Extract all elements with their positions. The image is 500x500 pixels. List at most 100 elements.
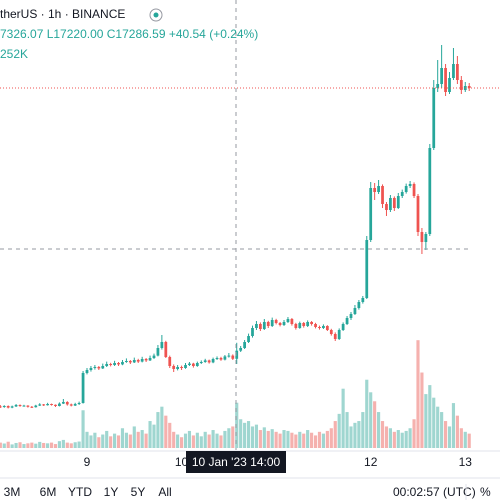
x-tick-label: 9 [84,455,91,469]
volume-bar [436,406,440,448]
candle-body [290,319,294,324]
volume-bar [81,410,85,448]
visibility-icon-dot [153,12,159,18]
candle-body [444,68,447,92]
volume-bar [262,427,266,448]
volume-bar [10,444,14,448]
volume-bar [156,412,160,448]
volume-bar [164,415,168,448]
volume-bar [14,442,18,448]
candle-body [188,363,191,365]
candle-body [121,362,124,365]
candle-body [432,88,436,148]
volume-bar [215,433,219,448]
candle-body [26,405,30,407]
volume-bar [440,412,444,448]
volume-bar [22,444,26,448]
candle-body [310,322,313,324]
candle-body [294,324,298,328]
volume-bar [97,437,101,448]
volume-bar [199,436,203,448]
candle-body [314,324,317,327]
range-button[interactable]: 6M [40,485,57,499]
volume-bar [116,435,121,448]
candle-body [262,322,266,329]
volume-bar [357,421,361,448]
candle-body [373,188,377,192]
candle-body [65,402,69,405]
volume-bar [38,441,42,448]
volume-bar [239,419,243,448]
volume-bar [195,432,199,448]
volume-bar [274,431,278,448]
volume-bar [270,429,274,448]
volume-bar [128,434,132,448]
candle-body [54,404,57,406]
volume-bar [105,430,109,448]
volume-bar [179,437,184,448]
range-button[interactable]: 1Y [104,485,119,499]
volume-bar [341,388,345,448]
candle-body [266,322,270,326]
candle-body [235,350,239,359]
x-tick-label: 13 [459,455,473,469]
candle-body [369,188,373,240]
volume-bar [432,397,436,448]
candle-body [77,403,81,404]
candle-body [408,184,412,186]
volume-bar [57,441,61,448]
visibility-icon[interactable] [149,8,163,22]
candle-body [274,320,278,323]
volume-bar [69,443,73,448]
candle-body [93,367,97,368]
candle-body [176,367,180,369]
range-button[interactable]: YTD [68,485,92,499]
candle-body [152,355,156,358]
crosshair-time: 10 Jan '23 14:00 [192,455,281,469]
clock: 00:02:57 (UTC) [393,485,476,499]
candle-body [404,186,408,192]
candle-body [270,320,274,326]
candle-body [452,64,455,78]
candle-body [436,84,440,88]
volume-bar [250,426,255,448]
range-button[interactable]: 3M [4,485,21,499]
candle-body [329,330,333,334]
range-button[interactable]: 5Y [131,485,146,499]
candle-body [128,361,132,363]
candle-body [389,198,392,210]
volume-bar [140,430,144,448]
x-tick-label: 10 [175,455,189,469]
symbol-title: therUS · 1h · BINANCE [0,7,125,21]
candle-body [34,405,38,408]
candle-body [298,323,302,328]
range-button[interactable]: All [158,485,171,499]
candle-body [412,184,416,196]
volume-bar [337,413,341,448]
candle-body [416,196,420,232]
volume-bar [46,443,50,448]
candle-body [467,86,471,88]
candle-body [164,342,168,357]
candle-body [6,406,10,408]
candle-body [255,324,258,328]
candle-body [231,355,235,359]
volume-bar [266,430,270,448]
candle-body [148,358,152,361]
volume-bar [333,421,337,448]
volume-bar [148,421,152,448]
candle-body [377,186,380,192]
candle-body [180,367,183,368]
crosshair-time-box [186,451,286,473]
volume-bar [2,443,6,448]
candle-body [192,363,195,366]
percent-toggle[interactable]: % [480,485,491,499]
volume-bar [49,442,54,448]
candle-body [211,359,215,363]
candle-body [227,355,231,357]
time-axis: 9 10 12 13 [84,455,473,469]
volume-bar [136,431,140,448]
candle-body [345,318,349,324]
volume-bar [428,385,432,448]
